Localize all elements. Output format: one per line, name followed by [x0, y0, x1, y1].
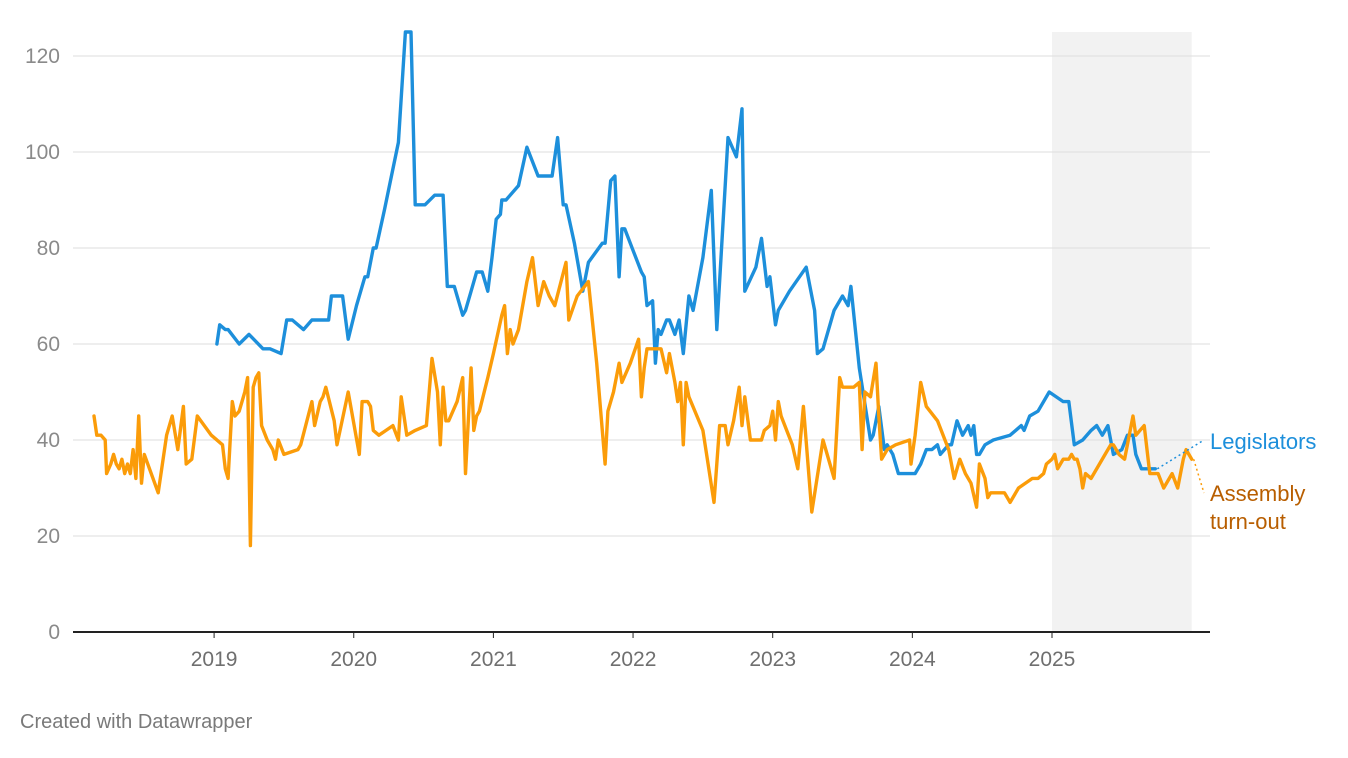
- credit-text: Created with Datawrapper: [20, 711, 253, 733]
- y-tick-label-100: 100: [25, 141, 60, 164]
- series-lines: [92, 30, 1194, 548]
- x-tick-label-2019: 2019: [191, 648, 238, 671]
- line-chart: 0 20 40 60 80 100 120 2019 2020 2021 2022 2023 2024…: [25, 30, 1316, 671]
- series-line-assembly-turn-out: [92, 255, 1194, 548]
- x-axis: 2019 2020 2021 2022 2023 2024 2025: [191, 632, 1076, 671]
- y-tick-label-20: 20: [37, 525, 60, 548]
- y-tick-label-60: 60: [37, 333, 60, 356]
- leader-line-legislators: [1156, 439, 1205, 470]
- gridlines: [73, 55, 1210, 633]
- series-label-assembly-turn-out-1: turn-out: [1210, 509, 1286, 534]
- x-tick-label-2023: 2023: [749, 648, 796, 671]
- series-line-legislators: [215, 30, 1157, 476]
- y-tick-label-120: 120: [25, 45, 60, 68]
- x-tick-label-2020: 2020: [330, 648, 377, 671]
- series-label-legislators-0: Legislators: [1210, 429, 1316, 454]
- y-tick-label-40: 40: [37, 429, 60, 452]
- y-axis: 0 20 40 60 80 100 120: [25, 45, 60, 644]
- x-tick-label-2022: 2022: [610, 648, 657, 671]
- series-label-assembly-turn-out-0: Assembly: [1210, 481, 1305, 506]
- x-tick-label-2024: 2024: [889, 648, 936, 671]
- x-tick-label-2025: 2025: [1029, 648, 1076, 671]
- leader-line-assembly-turn-out: [1192, 458, 1205, 494]
- series-labels: Legislators Assembly turn-out: [1156, 429, 1316, 534]
- y-tick-label-80: 80: [37, 237, 60, 260]
- highlight-band-2025: [1052, 32, 1192, 632]
- y-tick-label-0: 0: [48, 621, 60, 644]
- x-tick-label-2021: 2021: [470, 648, 517, 671]
